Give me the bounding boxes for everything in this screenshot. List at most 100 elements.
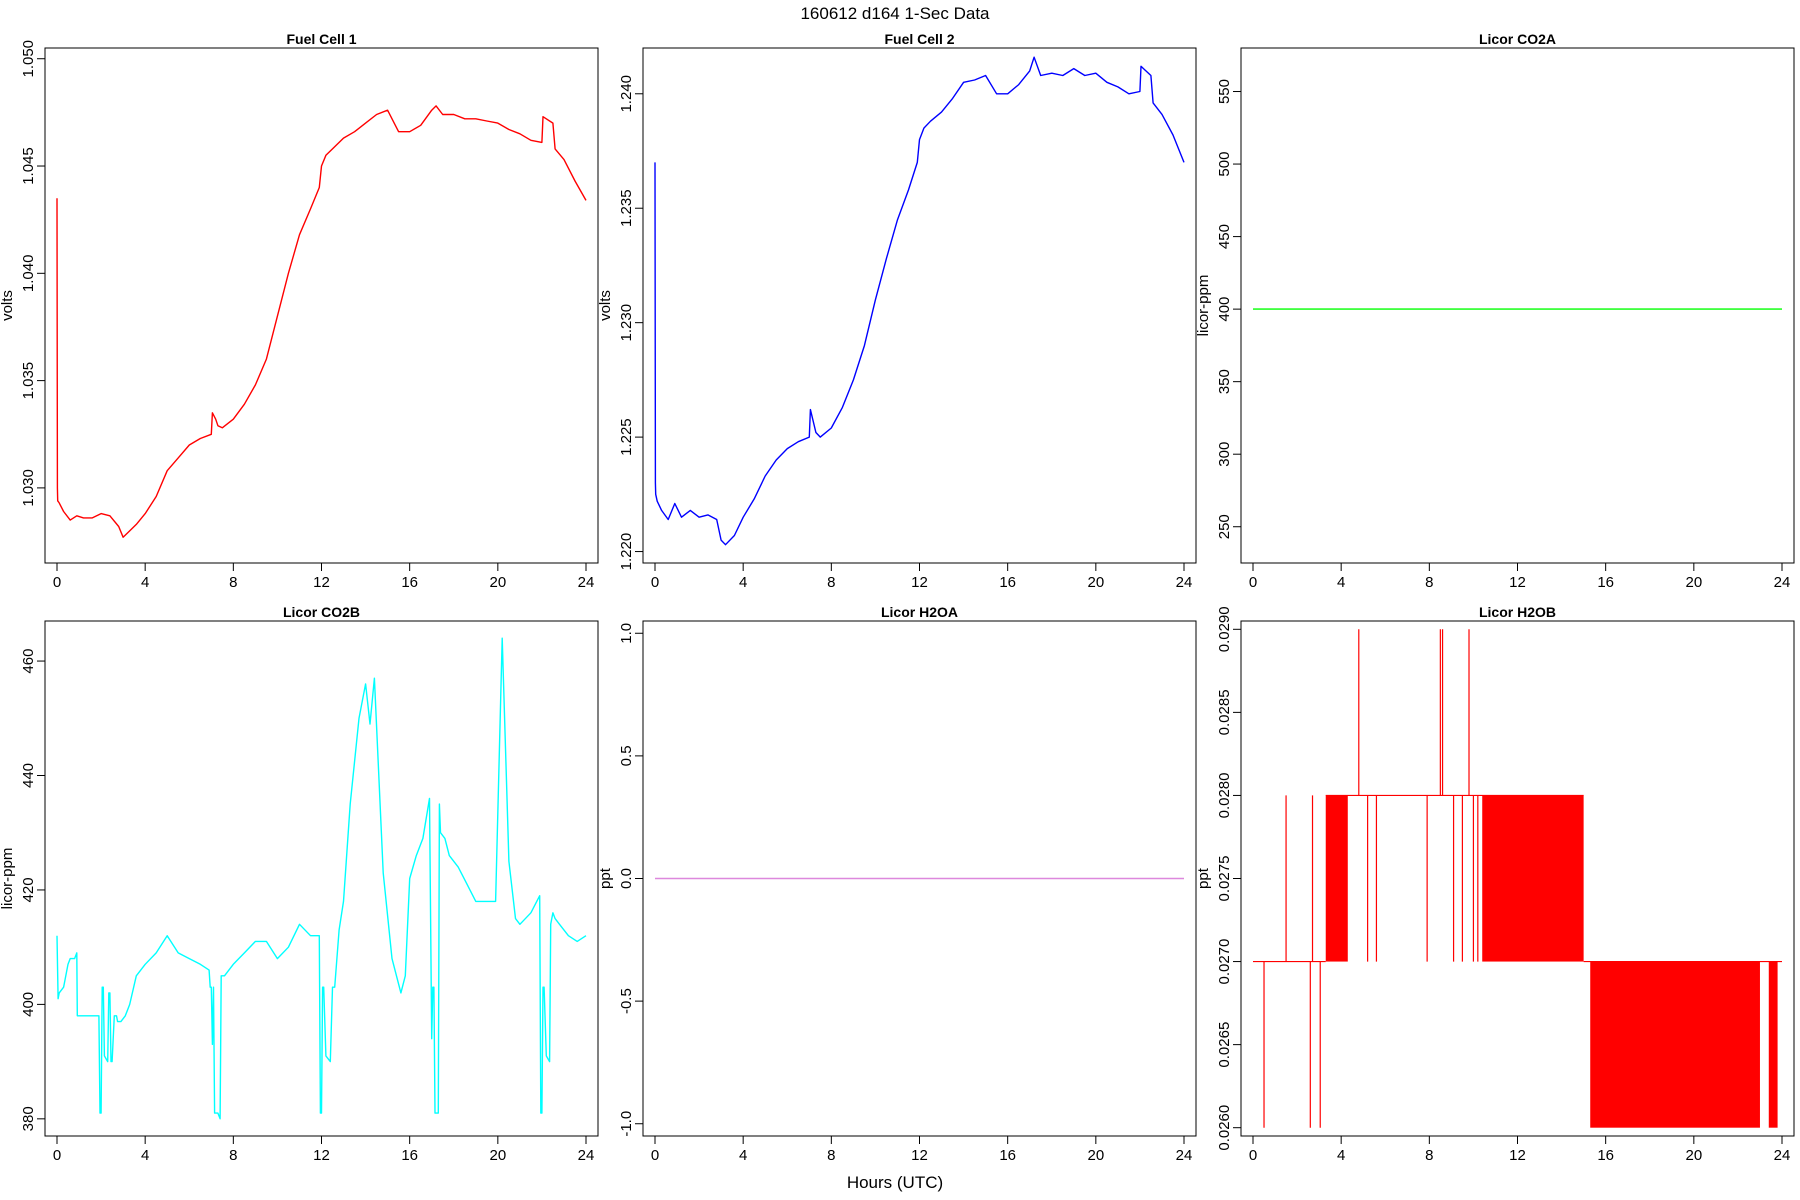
chart-2-y-tick-label: 1.220: [618, 533, 635, 571]
figure-x-axis-label: Hours (UTC): [847, 1173, 943, 1192]
chart-4-x-tick-label: 4: [141, 1147, 149, 1164]
chart-2-x-tick-label: 4: [739, 574, 747, 591]
chart-4-x-tick-label: 24: [578, 1147, 595, 1164]
chart-4-x-tick-label: 0: [53, 1147, 61, 1164]
chart-6-y-tick-label: 0.0280: [1216, 772, 1233, 818]
chart-1-y-tick-label: 1.045: [20, 147, 37, 185]
chart-4-y-tick-label: 380: [20, 1106, 37, 1131]
chart-2-x-tick-label: 8: [827, 574, 835, 591]
chart-1-y-tick-label: 1.050: [20, 40, 37, 78]
chart-5-x-tick-label: 0: [651, 1147, 659, 1164]
chart-6-y-axis-label: ppt: [1195, 867, 1212, 889]
chart-6-y-tick-label: 0.0275: [1216, 856, 1233, 902]
chart-1-x-tick-label: 12: [313, 574, 330, 591]
chart-1-x-tick-label: 4: [141, 574, 149, 591]
chart-5-x-tick-label: 20: [1087, 1147, 1104, 1164]
chart-1-plot-frame: [44, 47, 599, 564]
chart-5-y-tick-label: 0.0: [618, 868, 635, 889]
chart-6-y-tick-label: 0.0285: [1216, 689, 1233, 735]
chart-6-y-tick-label: 0.0265: [1216, 1022, 1233, 1068]
chart-4-y-tick-label: 440: [20, 763, 37, 788]
chart-1-x-tick-label: 8: [229, 574, 237, 591]
chart-6: Licor H2OB ppt 0 4 8 12 16 20 24 0.0260 0.0265 0.02…: [1195, 604, 1795, 1164]
chart-1-x-tick-label: 24: [578, 574, 595, 591]
chart-1-title: Fuel Cell 1: [286, 31, 356, 47]
chart-3-x-tick-label: 8: [1425, 574, 1433, 591]
chart-3: Licor CO2A licor-ppm 0 4 8 12 16 20 24 250 300 350 4…: [1195, 31, 1795, 591]
chart-4-x-tick-label: 20: [489, 1147, 506, 1164]
chart-5-x-tick-label: 12: [911, 1147, 928, 1164]
figure-title: 160612 d164 1-Sec Data: [800, 4, 990, 23]
chart-5-y-tick-label: -0.5: [618, 988, 635, 1014]
chart-6-x-tick-label: 12: [1509, 1147, 1526, 1164]
chart-1-y-tick-label: 1.030: [20, 469, 37, 507]
chart-3-y-tick-label: 500: [1216, 152, 1233, 177]
chart-6-x-tick-label: 16: [1597, 1147, 1614, 1164]
chart-3-title: Licor CO2A: [1479, 31, 1556, 47]
chart-5-y-tick-label: -1.0: [618, 1111, 635, 1137]
chart-1-x-tick-label: 0: [53, 574, 61, 591]
chart-6-series-dense-band: [1768, 961, 1778, 1128]
chart-6-series-dense-band: [1482, 795, 1584, 962]
chart-2-title: Fuel Cell 2: [884, 31, 954, 47]
chart-3-y-tick-label: 300: [1216, 442, 1233, 467]
chart-1-series-line: [56, 105, 587, 538]
chart-6-y-tick-label: 0.0290: [1216, 606, 1233, 652]
chart-3-y-tick-label: 400: [1216, 297, 1233, 322]
chart-4-x-tick-label: 16: [401, 1147, 418, 1164]
chart-1-x-tick-label: 16: [401, 574, 418, 591]
chart-3-x-tick-label: 20: [1685, 574, 1702, 591]
chart-3-y-tick-label: 450: [1216, 224, 1233, 249]
chart-6-y-tick-label: 0.0270: [1216, 939, 1233, 985]
chart-2-y-tick-label: 1.225: [618, 418, 635, 456]
chart-5-x-tick-label: 16: [999, 1147, 1016, 1164]
chart-5-x-tick-label: 8: [827, 1147, 835, 1164]
chart-3-y-axis-label: licor-ppm: [1195, 275, 1212, 337]
chart-3-y-tick-label: 250: [1216, 514, 1233, 539]
chart-4: Licor CO2B licor-ppm 0 4 8 12 16 20 24 380 400 420 4…: [0, 604, 599, 1164]
chart-2-y-tick-label: 1.240: [618, 75, 635, 113]
chart-3-x-tick-label: 16: [1597, 574, 1614, 591]
chart-2-plot-frame: [642, 47, 1197, 564]
chart-2-x-tick-label: 0: [651, 574, 659, 591]
chart-6-x-tick-label: 4: [1337, 1147, 1345, 1164]
chart-2-x-tick-label: 16: [999, 574, 1016, 591]
chart-1-x-tick-label: 20: [489, 574, 506, 591]
chart-4-y-tick-label: 400: [20, 992, 37, 1017]
chart-4-y-tick-label: 420: [20, 877, 37, 902]
chart-3-y-tick-label: 350: [1216, 369, 1233, 394]
chart-5-y-tick-label: 0.5: [618, 745, 635, 766]
chart-3-y-tick-label: 550: [1216, 79, 1233, 104]
chart-1-y-axis-label: volts: [0, 290, 16, 321]
chart-5-x-tick-label: 4: [739, 1147, 747, 1164]
chart-6-x-tick-label: 0: [1249, 1147, 1257, 1164]
chart-1-y-tick-label: 1.040: [20, 255, 37, 293]
chart-4-y-tick-label: 460: [20, 649, 37, 674]
chart-6-title: Licor H2OB: [1479, 604, 1556, 620]
chart-2-series-line: [654, 56, 1185, 546]
chart-3-plot-frame: [1240, 47, 1795, 564]
chart-6-series-dense-band: [1325, 795, 1348, 962]
chart-5-x-tick-label: 24: [1176, 1147, 1193, 1164]
chart-panels: Fuel Cell 1 volts 0 4 8 12 16 20 24 1.030 1.035 1.0…: [0, 31, 1795, 1164]
chart-4-series-line: [56, 637, 587, 1120]
chart-3-x-tick-label: 0: [1249, 574, 1257, 591]
chart-1: Fuel Cell 1 volts 0 4 8 12 16 20 24 1.030 1.035 1.0…: [0, 31, 599, 591]
chart-2-x-tick-label: 24: [1176, 574, 1193, 591]
chart-2-x-tick-label: 12: [911, 574, 928, 591]
chart-2-y-tick-label: 1.230: [618, 304, 635, 342]
chart-3-x-tick-label: 4: [1337, 574, 1345, 591]
chart-6-x-tick-label: 24: [1774, 1147, 1791, 1164]
chart-6-x-tick-label: 8: [1425, 1147, 1433, 1164]
chart-6-series-dense-band: [1590, 961, 1760, 1128]
chart-4-x-tick-label: 12: [313, 1147, 330, 1164]
chart-1-y-tick-label: 1.035: [20, 362, 37, 400]
chart-2-y-axis-label: volts: [597, 290, 614, 321]
chart-5: Licor H2OA ppt 0 4 8 12 16 20 24 -1.0 -0.5 0.0 0.5 1.…: [597, 604, 1197, 1164]
chart-4-x-tick-label: 8: [229, 1147, 237, 1164]
chart-4-y-axis-label: licor-ppm: [0, 848, 16, 910]
chart-3-x-tick-label: 24: [1774, 574, 1791, 591]
chart-5-title: Licor H2OA: [881, 604, 958, 620]
chart-4-title: Licor CO2B: [283, 604, 360, 620]
